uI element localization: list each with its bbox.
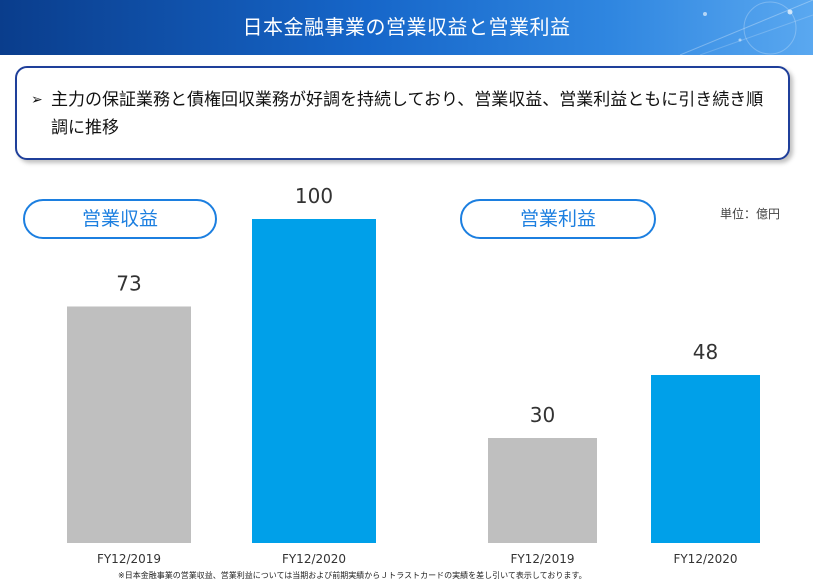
- summary-box: ➢ 主力の保証業務と債権回収業務が好調を持続しており、営業収益、営業利益ともに引…: [15, 66, 790, 160]
- revenue-value-label-1: 73: [116, 271, 141, 295]
- profit-value-label-1: 30: [530, 403, 555, 427]
- bullet-arrow-icon: ➢: [31, 92, 43, 108]
- revenue-category-label-1: FY12/2019: [97, 552, 161, 566]
- summary-text: 主力の保証業務と債権回収業務が好調を持続しており、営業収益、営業利益ともに引き続…: [51, 90, 764, 138]
- profit-chart-title: 営業利益: [460, 199, 656, 239]
- revenue-chart-title: 営業収益: [23, 199, 217, 239]
- profit-category-label-2: FY12/2020: [673, 552, 737, 566]
- footnote: ※日本金融事業の営業収益、営業利益については当期および前期実績からＪトラストカー…: [118, 571, 587, 580]
- revenue-bar-1: [67, 306, 191, 543]
- page-title: 日本金融事業の営業収益と営業利益: [242, 15, 571, 39]
- revenue-bar-2: [252, 219, 376, 543]
- revenue-value-label-2: 100: [295, 184, 333, 208]
- header-banner: 日本金融事業の営業収益と営業利益: [0, 0, 813, 55]
- unit-label: 単位：億円: [720, 207, 781, 221]
- profit-bar-2: [651, 375, 760, 543]
- summary-text-block: ➢ 主力の保証業務と債権回収業務が好調を持続しており、営業収益、営業利益ともに引…: [31, 86, 776, 142]
- header-decoration: [679, 0, 813, 55]
- profit-value-label-2: 48: [693, 340, 718, 364]
- profit-bar-1: [488, 438, 597, 543]
- profit-category-label-1: FY12/2019: [510, 552, 574, 566]
- revenue-category-label-2: FY12/2020: [282, 552, 346, 566]
